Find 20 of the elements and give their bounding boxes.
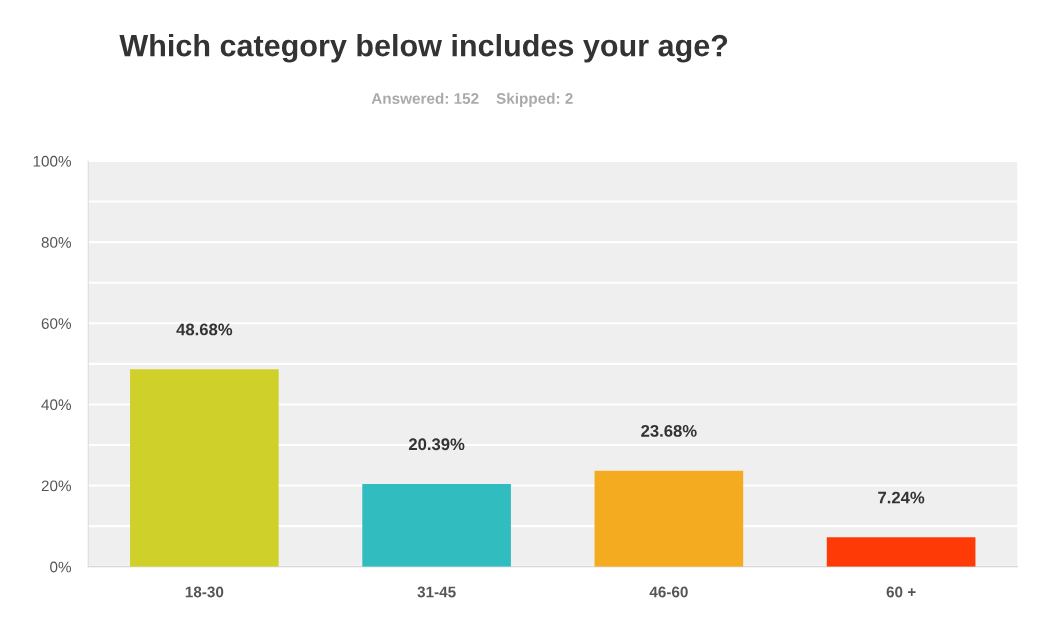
- y-tick-label: 40%: [41, 399, 72, 411]
- y-tick-label: 60%: [41, 318, 72, 329]
- x-tick-label: 46-60: [649, 586, 688, 598]
- chart-title: Which category below includes your age?: [119, 33, 728, 63]
- y-tick-label: 80%: [41, 237, 72, 248]
- y-tick-label: 20%: [41, 480, 72, 492]
- data-label: 23.68%: [641, 424, 697, 437]
- y-tick-label: 100%: [33, 155, 72, 167]
- data-label: 20.39%: [408, 438, 465, 451]
- x-tick-label: 18-30: [185, 586, 224, 598]
- x-tick-label: 31-45: [417, 586, 456, 598]
- bar: [130, 369, 279, 567]
- bar: [594, 470, 744, 567]
- x-tick-label: 60 +: [886, 586, 916, 598]
- bar: [362, 483, 511, 567]
- chart-subtitle: Answered: 152 Skipped: 2: [371, 92, 573, 107]
- bar: [826, 537, 976, 567]
- y-tick-label: 0%: [50, 561, 72, 573]
- data-label: 7.24%: [878, 491, 925, 504]
- data-label: 48.68%: [176, 323, 233, 336]
